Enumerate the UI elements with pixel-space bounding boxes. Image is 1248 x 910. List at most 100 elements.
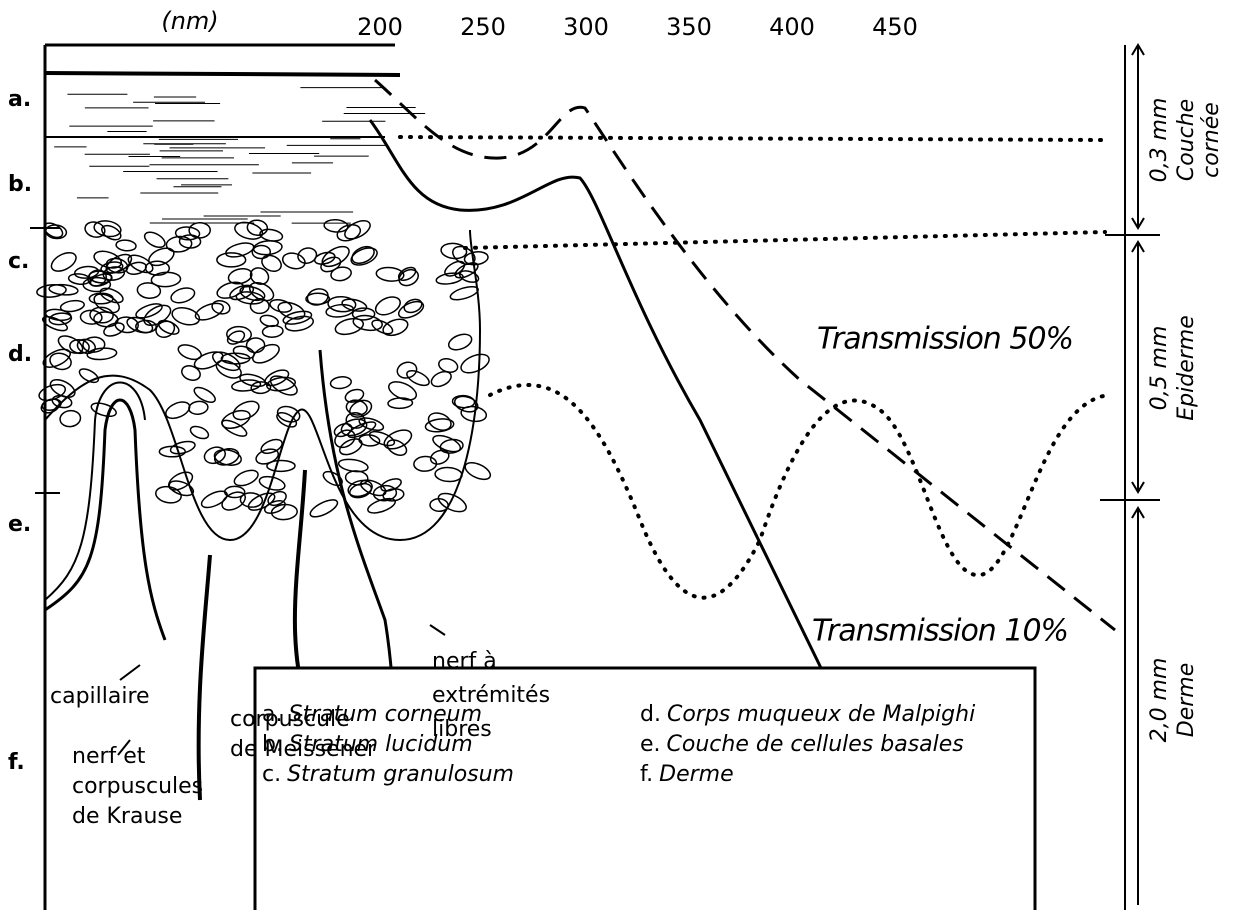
transmission-50-curve — [374, 78, 1116, 632]
depth-label: 0,5 mm — [1147, 326, 1172, 411]
cell — [261, 254, 282, 273]
cell — [397, 300, 425, 319]
cell — [368, 430, 396, 447]
cell — [143, 231, 166, 249]
cell — [430, 370, 452, 388]
cell — [211, 351, 241, 372]
cell — [239, 373, 267, 388]
cell — [406, 369, 430, 387]
cell — [388, 381, 418, 401]
cell — [340, 418, 368, 437]
legend-item: f. Derme — [640, 762, 734, 787]
cell — [48, 283, 79, 296]
cell — [79, 309, 103, 325]
cell — [344, 219, 371, 240]
cell — [345, 411, 366, 429]
cell — [38, 383, 67, 402]
cell — [220, 352, 251, 365]
cell — [277, 301, 306, 320]
cell — [359, 479, 387, 497]
cell — [449, 285, 479, 301]
legend-box — [253, 666, 1037, 910]
axis-tick-label: 250 — [460, 13, 506, 41]
depth-label: 2,0 mm — [1147, 658, 1172, 743]
axis-tick-label: 450 — [872, 13, 918, 41]
cell — [347, 421, 377, 439]
depth-label: 0,3 mm — [1147, 98, 1172, 183]
depth-arrows — [1131, 43, 1145, 905]
legend-item: a. Stratum corneum — [262, 702, 482, 727]
cell — [309, 499, 339, 518]
cell — [225, 242, 255, 258]
cell — [386, 439, 408, 456]
cell — [101, 224, 122, 241]
cell — [429, 498, 449, 513]
layer-letter: d. — [8, 342, 32, 367]
legend-name: Derme — [659, 762, 734, 787]
cell — [267, 490, 287, 507]
cell — [460, 353, 490, 374]
cell — [398, 268, 419, 287]
legend-letter: d. — [640, 702, 661, 727]
legend-letter: b. — [262, 732, 283, 757]
cell — [57, 335, 84, 354]
cell — [105, 253, 133, 274]
axis-tick-label: 400 — [769, 13, 815, 41]
capillary — [44, 398, 167, 641]
legend-letter: f. — [640, 762, 653, 787]
cell — [454, 262, 479, 279]
depth-label: Couche — [1174, 99, 1199, 181]
cell — [216, 281, 245, 299]
cell — [351, 307, 376, 321]
cell — [200, 490, 228, 509]
legend-name: Stratum granulosum — [287, 762, 514, 787]
cell — [323, 218, 349, 233]
cell — [437, 492, 467, 513]
layer-letter: b. — [8, 172, 32, 197]
legend-letter: c. — [262, 762, 281, 787]
cell — [322, 470, 343, 487]
cell — [87, 269, 107, 287]
cell — [188, 400, 209, 415]
cell — [266, 376, 296, 392]
cell — [382, 318, 409, 337]
annotation: capillaire — [50, 684, 150, 709]
annotation: nerf à — [432, 649, 497, 674]
legend-item: b. Stratum lucidum — [262, 732, 473, 757]
cell — [403, 298, 423, 314]
cell — [329, 376, 352, 390]
cell — [372, 484, 398, 502]
cell — [213, 448, 240, 466]
cell — [76, 338, 96, 355]
axis-tick-label: 300 — [563, 13, 609, 41]
cell — [424, 418, 455, 433]
cell — [281, 252, 306, 270]
cell — [41, 315, 69, 332]
legend-letter: a. — [262, 702, 282, 727]
cell — [374, 296, 401, 316]
cell — [165, 235, 193, 253]
cell — [380, 478, 402, 492]
cell — [250, 381, 272, 395]
cell — [358, 417, 385, 432]
cell — [251, 244, 272, 260]
layer-letter: c. — [8, 249, 29, 274]
cell — [93, 293, 120, 314]
cell — [396, 361, 418, 379]
cell — [82, 276, 112, 293]
cell — [305, 292, 331, 306]
layer-line — [44, 71, 401, 77]
cell — [371, 319, 394, 335]
dermal-junction — [44, 229, 482, 542]
axis-unit: (nm) — [161, 7, 218, 35]
cell — [334, 429, 356, 449]
cell — [464, 461, 492, 481]
cell — [261, 324, 284, 338]
annotation: libres — [432, 717, 492, 742]
cell — [90, 402, 117, 418]
cell — [125, 261, 147, 275]
pointer-arrows — [117, 624, 446, 756]
cell — [211, 300, 231, 315]
annotation: corpuscules — [72, 774, 203, 799]
